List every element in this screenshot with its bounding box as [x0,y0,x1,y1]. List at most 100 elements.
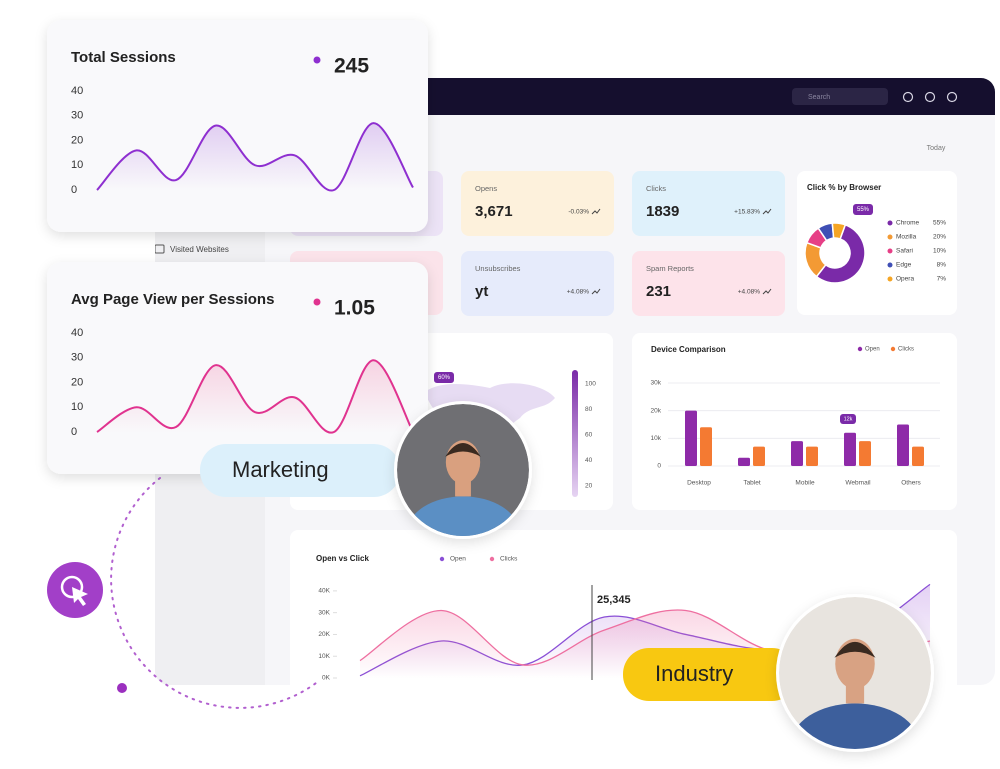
x-tick-label: Tablet [743,480,761,487]
x-tick-label: Mobile [795,480,815,487]
y-tick-label: 0 [71,184,77,196]
x-tick-label: Webmail [845,480,871,487]
kpi-card [632,171,785,236]
bar [844,432,856,466]
avatar-hair [445,442,481,457]
kpi-label: Opens [475,184,497,193]
tooltip [853,204,873,215]
card-title: Click % by Browser [807,183,881,192]
donut-slice [831,222,847,240]
line-area [97,360,413,433]
bar [791,441,803,466]
legend-swatch [887,276,893,282]
line-area [97,123,413,191]
dotted-arc [110,477,321,709]
y-tick-label: 20K [318,631,330,638]
kpi-change: +4.08% [738,289,760,296]
bar [685,410,697,466]
arc-dot [117,683,127,693]
bar [912,446,924,466]
badge [200,444,400,497]
sidebar-item[interactable]: Visited Websites [170,245,229,254]
top-bar-icon[interactable] [902,91,914,103]
legend-swatch [887,262,893,268]
legend-label: Edge [896,262,912,269]
avatar-body [790,703,920,749]
bar [859,441,871,466]
legend-label: Safari [896,248,913,255]
tooltip-text: 55% [857,207,870,213]
bar [753,446,765,466]
y-tick-label: 30k [651,380,662,387]
badge-label: Industry [655,661,733,686]
stat-dot [313,56,321,64]
kpi-card [461,171,614,236]
kpi-label: Unsubscribes [475,264,521,273]
scale-tick-label: 80 [585,406,593,413]
stat-title: Total Sessions [71,49,176,66]
y-tick-label: 20 [71,134,83,146]
trend-icon [762,288,772,295]
scale-bar [572,370,578,497]
legend-label: Clicks [898,347,914,353]
scale-tick-label: 20 [585,483,593,490]
bar [806,446,818,466]
legend-value: 8% [937,262,947,269]
line [96,359,414,434]
donut-slice [815,223,866,284]
y-tick-label: 10 [71,401,83,413]
bar [738,457,750,466]
search-placeholder: Search [808,94,830,101]
kpi-value: 3,671 [475,203,513,220]
search-box[interactable] [792,88,888,105]
kpi-card [461,251,614,316]
avatar-hair [834,641,876,658]
card-title: Open vs Click [316,554,369,563]
top-bar-icon[interactable] [924,91,936,103]
legend-label: Open [450,556,466,563]
kpi-value: yt [475,283,488,300]
kpi-label: Spam Reports [646,264,694,273]
kpi-value: 231 [646,283,671,300]
cursor-arrow [72,587,88,606]
kpi-value: 1839 [646,203,679,220]
legend-swatch [439,556,445,562]
legend-label: Clicks [500,556,518,563]
y-tick-label: 30 [71,352,83,364]
kpi-change: -0.03% [568,209,589,216]
card-title: Device Comparison [651,345,726,354]
sidebar-icon [155,244,165,254]
kpi-change: +15.83% [734,209,760,216]
y-tick-label: 40 [71,85,83,97]
y-tick-label: 10K [318,653,330,660]
tooltip-text: 60% [438,375,451,381]
scale-tick-label: 100 [585,381,596,388]
tooltip [434,372,454,383]
trend-icon [591,288,601,295]
legend-swatch [489,556,495,562]
bar [700,427,712,466]
tooltip [840,414,856,424]
y-tick-label: 20 [71,376,83,388]
y-tick-label: 20k [651,407,662,414]
x-tick-label: Others [901,480,921,487]
x-tick-label: Desktop [687,480,711,487]
avatar-body [406,496,520,536]
legend-label: Chrome [896,220,920,227]
period-select[interactable]: Today [927,145,946,152]
trend-icon [762,208,772,215]
top-bar-icon[interactable] [946,91,958,103]
kpi-card [632,251,785,316]
y-tick-label: 40 [71,327,83,339]
legend-value: 7% [937,276,947,283]
legend-swatch [887,220,893,226]
legend-value: 10% [933,248,946,255]
y-tick-label: 0K [322,675,331,682]
avatar [397,404,529,536]
cursor-ring [60,575,84,599]
y-tick-label: 10k [651,435,662,442]
legend-swatch [890,346,896,352]
scale-tick-label: 40 [585,457,593,464]
